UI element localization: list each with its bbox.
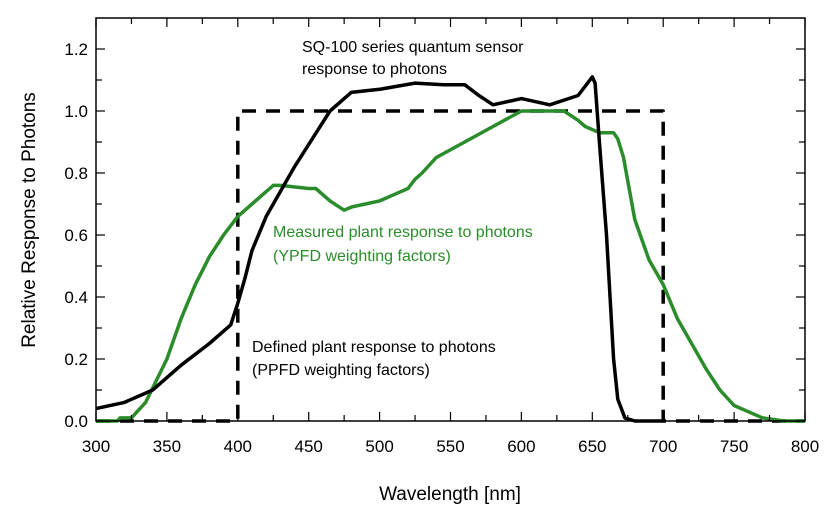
x-tick-label: 500: [365, 437, 393, 456]
x-tick-label: 400: [224, 437, 252, 456]
x-tick-label: 300: [82, 437, 110, 456]
annotation-sensor: SQ-100 series quantum sensor response to…: [302, 39, 528, 78]
x-tick-label: 650: [578, 437, 606, 456]
y-tick-label: 0.2: [64, 350, 88, 369]
x-tick-label: 450: [295, 437, 323, 456]
x-tick-label: 600: [507, 437, 535, 456]
x-tick-label: 550: [436, 437, 464, 456]
x-tick-label: 800: [791, 437, 819, 456]
series-line-1: [96, 109, 805, 423]
y-tick-label: 0.0: [64, 412, 88, 431]
y-tick-label: 0.6: [64, 226, 88, 245]
x-tick-label: 700: [649, 437, 677, 456]
y-tick-label: 0.8: [64, 164, 88, 183]
y-tick-label: 1.2: [64, 40, 88, 59]
y-tick-label: 1.0: [64, 102, 88, 121]
y-tick-label: 0.4: [64, 288, 88, 307]
x-axis-label: Wavelength [nm]: [379, 484, 521, 505]
annotation-defined: Defined plant response to photons (PPFD …: [252, 339, 500, 379]
series-line-0: [95, 75, 664, 423]
annotation-measured: Measured plant response to photons (YPFD…: [273, 224, 537, 265]
plot-frame: [95, 17, 806, 422]
x-tick-label: 350: [153, 437, 181, 456]
y-axis-label: Relative Response to Photons: [19, 92, 40, 348]
series-line-2: [96, 109, 805, 423]
x-tick-label: 750: [720, 437, 748, 456]
